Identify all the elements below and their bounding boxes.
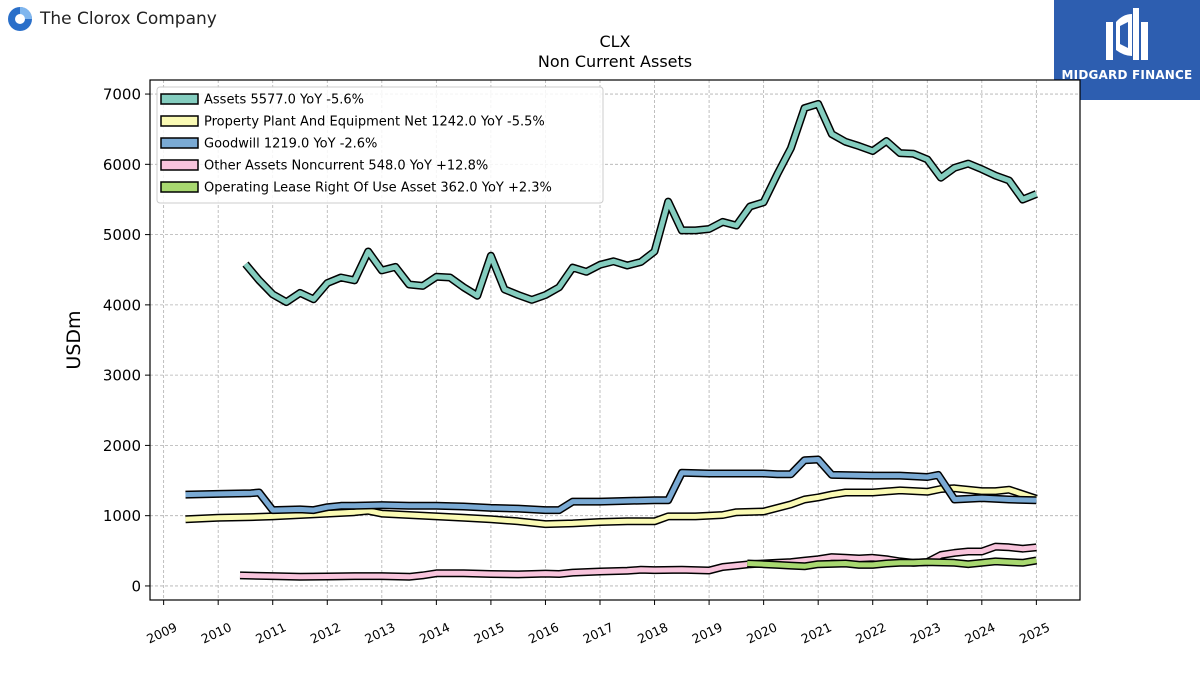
x-tick-label: 2014 bbox=[417, 619, 452, 646]
y-tick-label: 0 bbox=[131, 577, 141, 595]
x-tick-label: 2009 bbox=[144, 619, 179, 646]
midgard-logo-icon bbox=[1106, 8, 1148, 60]
series-line bbox=[239, 544, 1037, 580]
chart-title: CLX bbox=[599, 32, 631, 51]
x-tick-label: 2024 bbox=[962, 619, 997, 646]
x-tick-label: 2013 bbox=[362, 619, 397, 646]
x-tick-label: 2019 bbox=[690, 619, 725, 646]
x-tick-label: 2012 bbox=[308, 619, 343, 646]
series-goodwill bbox=[185, 455, 1037, 515]
brand-logo: MIDGARD FINANCE bbox=[1054, 0, 1200, 100]
legend-swatch bbox=[160, 93, 199, 105]
y-tick-label: 6000 bbox=[103, 156, 141, 174]
y-tick-label: 7000 bbox=[103, 86, 141, 104]
legend-swatch bbox=[160, 115, 199, 127]
company-header: The Clorox Company bbox=[6, 5, 217, 33]
x-tick-label: 2022 bbox=[853, 619, 888, 646]
y-tick-label: 4000 bbox=[103, 296, 141, 314]
legend-box bbox=[156, 86, 604, 204]
legend-swatch bbox=[160, 137, 199, 149]
x-tick-label: 2023 bbox=[908, 619, 943, 646]
x-tick-label: 2016 bbox=[526, 619, 561, 646]
legend-label: Property Plant And Equipment Net 1242.0 … bbox=[204, 115, 545, 130]
y-tick-label: 1000 bbox=[103, 507, 141, 525]
x-tick-label: 2011 bbox=[253, 619, 288, 646]
x-tick-label: 2021 bbox=[799, 619, 834, 646]
y-tick-label: 5000 bbox=[103, 226, 141, 244]
legend-swatch bbox=[160, 159, 199, 171]
chart-subtitle: Non Current Assets bbox=[537, 52, 693, 71]
legend-label: Assets 5577.0 YoY -5.6% bbox=[204, 93, 364, 108]
series-ppe bbox=[185, 484, 1038, 529]
clorox-logo-icon bbox=[8, 7, 32, 31]
series-lease bbox=[747, 556, 1038, 571]
x-tick-label: 2010 bbox=[199, 619, 234, 646]
brand-name: MIDGARD FINANCE bbox=[1061, 68, 1193, 82]
series-line bbox=[747, 558, 1037, 569]
y-tick-label: 3000 bbox=[103, 367, 141, 385]
company-name: The Clorox Company bbox=[40, 9, 217, 29]
legend-label: Operating Lease Right Of Use Asset 362.0… bbox=[204, 181, 552, 196]
y-axis-label: USDm bbox=[63, 310, 85, 369]
x-tick-label: 2017 bbox=[581, 619, 616, 646]
x-tick-label: 2018 bbox=[635, 619, 670, 646]
x-tick-label: 2025 bbox=[1017, 619, 1052, 646]
legend-label: Goodwill 1219.0 YoY -2.6% bbox=[204, 137, 377, 152]
y-tick-label: 2000 bbox=[103, 437, 141, 455]
plot-frame bbox=[149, 79, 1081, 601]
legend-label: Other Assets Noncurrent 548.0 YoY +12.8% bbox=[204, 159, 488, 174]
x-tick-label: 2020 bbox=[744, 619, 779, 646]
x-tick-label: 2015 bbox=[471, 619, 506, 646]
series-line bbox=[185, 457, 1037, 513]
series-other bbox=[239, 542, 1037, 581]
series-line bbox=[243, 101, 1038, 305]
series-assets bbox=[242, 99, 1038, 307]
legend-swatch bbox=[160, 181, 199, 193]
series-line bbox=[185, 485, 1038, 527]
